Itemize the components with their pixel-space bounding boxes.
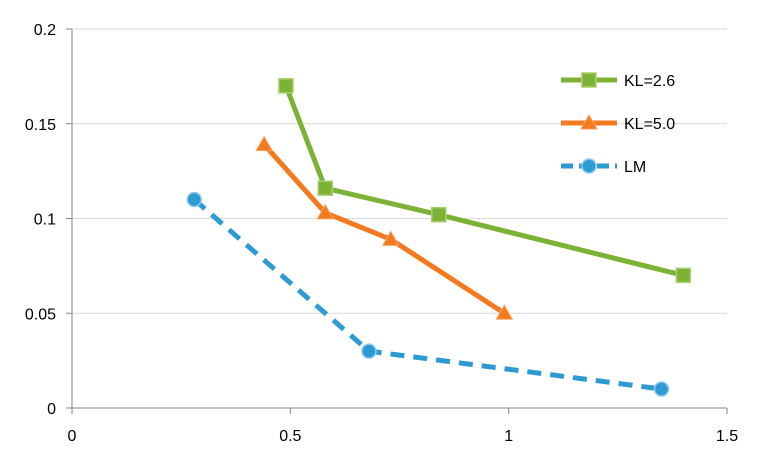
data-point: [495, 304, 514, 320]
legend-label: KL=5.0: [624, 116, 675, 133]
y-tick-label: 0.05: [25, 306, 56, 323]
data-point: [361, 343, 377, 359]
data-point: [255, 135, 273, 152]
data-point: [653, 381, 670, 397]
series-group: [186, 78, 692, 397]
grid-lines: [72, 28, 727, 314]
legend-entry: LM: [561, 158, 646, 176]
data-point: [675, 267, 692, 284]
x-tick-label: 1.5: [716, 428, 738, 445]
y-tick-label: 0.1: [34, 212, 56, 229]
series-KL=2.6: [278, 78, 692, 284]
legend-marker: [581, 72, 597, 88]
axes: [66, 28, 728, 414]
y-tick-label: 0: [47, 401, 56, 418]
series-line: [262, 142, 506, 316]
tick-labels: 0 0.05 0.1 0.15 0.2 0 0.5 1 1.5: [25, 22, 738, 445]
x-tick-label: 1: [504, 428, 513, 445]
legend-label: KL=2.6: [624, 73, 675, 90]
data-point: [317, 180, 334, 196]
data-point: [186, 191, 203, 208]
legend-marker: [581, 158, 597, 174]
data-point: [381, 230, 400, 246]
series-KL=5.0: [255, 135, 514, 320]
y-tick-label: 0.15: [25, 117, 56, 134]
legend-marker: [580, 113, 598, 130]
y-tick-label: 0.2: [34, 22, 56, 39]
x-tick-label: 0.5: [279, 428, 301, 445]
series-LM: [186, 191, 670, 397]
data-point: [278, 78, 294, 94]
legend-entry: KL=2.6: [561, 72, 675, 90]
data-point: [431, 206, 447, 223]
series-line: [283, 84, 684, 278]
x-tick-label: 0: [68, 428, 77, 445]
legend-label: LM: [624, 159, 646, 176]
data-point: [316, 203, 335, 220]
legend-entry: KL=5.0: [561, 113, 675, 133]
legend: KL=2.6 KL=5.0 LM: [561, 72, 675, 176]
series-line: [192, 197, 662, 392]
